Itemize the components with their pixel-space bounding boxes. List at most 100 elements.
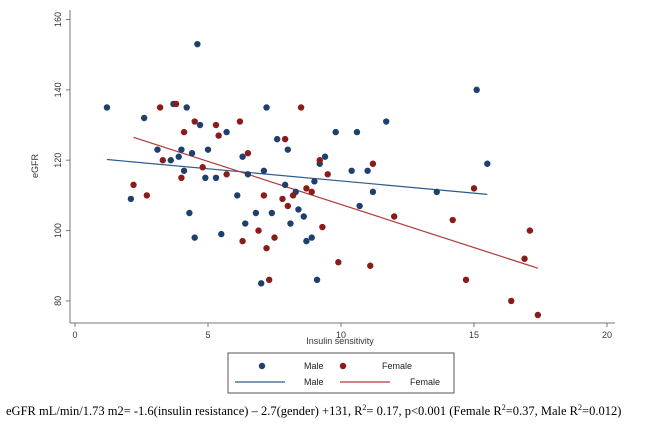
female-point bbox=[143, 192, 151, 199]
male-point bbox=[258, 280, 265, 287]
male-point bbox=[127, 195, 135, 203]
legend-label-female-line: Female bbox=[410, 377, 440, 387]
female-point bbox=[281, 135, 289, 143]
y-tick-label: 120 bbox=[53, 153, 63, 168]
male-point bbox=[268, 209, 276, 217]
female-point bbox=[180, 128, 188, 136]
female-point bbox=[191, 118, 198, 125]
male-point bbox=[303, 237, 310, 245]
female-point bbox=[316, 157, 323, 164]
male-point bbox=[194, 40, 201, 48]
y-tick-label: 140 bbox=[53, 82, 63, 97]
female-point bbox=[255, 227, 262, 234]
female-point bbox=[172, 100, 180, 108]
male-point bbox=[175, 153, 182, 160]
female-point bbox=[215, 132, 222, 139]
female-point bbox=[244, 149, 252, 157]
male-point bbox=[273, 135, 281, 143]
female-point bbox=[130, 181, 137, 189]
female-point bbox=[260, 192, 268, 199]
female-point bbox=[367, 262, 374, 269]
male-point bbox=[239, 153, 246, 160]
female-point bbox=[178, 174, 185, 182]
male-point bbox=[263, 104, 270, 111]
male-point bbox=[284, 146, 291, 153]
male-point bbox=[140, 114, 148, 122]
female-point bbox=[223, 171, 230, 178]
female-point bbox=[156, 104, 164, 111]
y-axis-label: eGFR bbox=[30, 154, 40, 179]
x-tick-label: 15 bbox=[469, 330, 479, 340]
male-point bbox=[196, 121, 204, 129]
y-tick-label: 160 bbox=[53, 12, 63, 27]
male-fit-line bbox=[106, 158, 488, 195]
ticks: 80 100 120 140 160 0 5 10 15 20 bbox=[53, 12, 612, 340]
female-point bbox=[236, 118, 244, 125]
female-point bbox=[470, 185, 478, 192]
fit-lines bbox=[106, 136, 539, 269]
y-tick-label: 100 bbox=[53, 223, 63, 238]
male-point bbox=[281, 181, 289, 189]
female-point bbox=[526, 227, 534, 234]
female-point bbox=[265, 276, 273, 284]
male-point bbox=[300, 213, 307, 220]
male-point bbox=[433, 188, 440, 196]
female-point bbox=[284, 202, 291, 210]
points bbox=[103, 40, 542, 319]
x-tick-label: 0 bbox=[72, 330, 77, 340]
legend-label-female-points: Female bbox=[382, 361, 412, 371]
female-point bbox=[199, 164, 206, 171]
male-point bbox=[369, 188, 377, 196]
male-point bbox=[202, 174, 209, 182]
male-point bbox=[167, 157, 174, 164]
x-tick-label: 5 bbox=[205, 330, 210, 340]
female-point bbox=[279, 195, 286, 203]
caption-text-4: =0.012) bbox=[582, 404, 622, 419]
caption-sup-2: 2 bbox=[501, 403, 506, 412]
x-tick-label: 20 bbox=[602, 330, 612, 340]
male-point bbox=[188, 149, 196, 157]
male-point bbox=[234, 192, 241, 199]
male-point bbox=[321, 153, 329, 160]
x-axis-label: Insulin sensitivity bbox=[306, 336, 374, 346]
legend-marker-male bbox=[258, 362, 266, 370]
female-point bbox=[369, 160, 377, 167]
male-point bbox=[348, 167, 355, 174]
male-point bbox=[212, 174, 220, 182]
male-point bbox=[313, 276, 321, 284]
caption-sup-1: 2 bbox=[362, 403, 367, 412]
female-point bbox=[263, 244, 270, 252]
male-point bbox=[332, 128, 339, 136]
caption-sup-3: 2 bbox=[578, 403, 583, 412]
male-point bbox=[356, 202, 363, 210]
female-point bbox=[521, 255, 528, 262]
female-point bbox=[297, 104, 305, 111]
female-point bbox=[391, 213, 398, 220]
female-point bbox=[508, 297, 515, 305]
male-point bbox=[180, 167, 188, 174]
female-point bbox=[159, 157, 166, 164]
male-point bbox=[223, 128, 230, 136]
male-point bbox=[244, 171, 252, 178]
male-point bbox=[178, 146, 185, 153]
female-point bbox=[308, 188, 315, 196]
female-fit-line bbox=[133, 136, 539, 269]
female-point bbox=[324, 171, 331, 178]
male-point bbox=[186, 209, 193, 217]
x-tick-label: 10 bbox=[336, 330, 346, 340]
caption-text-2: = 0.17, p<0.001 (Female R bbox=[366, 404, 502, 419]
male-point bbox=[252, 209, 260, 217]
male-point bbox=[383, 118, 390, 125]
female-point bbox=[271, 234, 278, 241]
male-point bbox=[364, 167, 371, 174]
legend-label-male-line: Male bbox=[304, 377, 324, 387]
y-tick-label: 80 bbox=[53, 296, 63, 306]
legend-label-male-points: Male bbox=[304, 361, 324, 371]
female-point bbox=[449, 216, 456, 224]
male-point bbox=[308, 234, 315, 241]
female-point bbox=[534, 311, 542, 319]
legend: Male Female Male Female bbox=[227, 352, 455, 394]
male-point bbox=[311, 178, 318, 185]
male-point bbox=[204, 146, 212, 153]
